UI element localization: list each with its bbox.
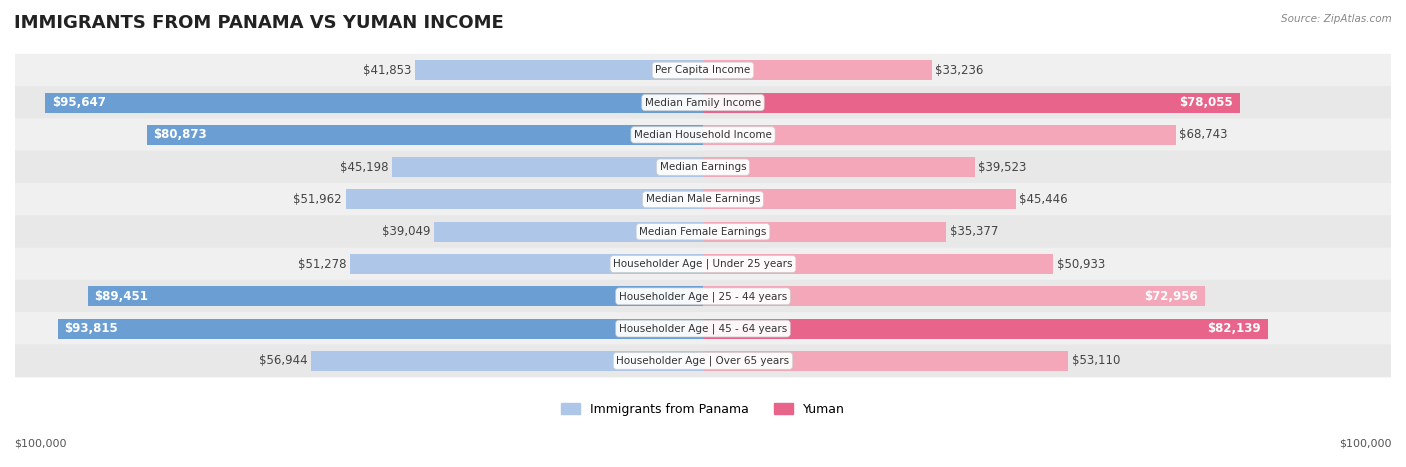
Text: $39,049: $39,049 [382, 225, 430, 238]
Text: Source: ZipAtlas.com: Source: ZipAtlas.com [1281, 14, 1392, 24]
FancyBboxPatch shape [15, 86, 1391, 119]
Text: $56,944: $56,944 [259, 354, 308, 368]
Bar [703, 318, 1268, 339]
Bar [415, 60, 703, 80]
Bar [703, 125, 1175, 145]
Bar [703, 286, 1205, 306]
Bar [434, 222, 703, 242]
Legend: Immigrants from Panama, Yuman: Immigrants from Panama, Yuman [557, 398, 849, 421]
FancyBboxPatch shape [15, 183, 1391, 216]
Text: Householder Age | Under 25 years: Householder Age | Under 25 years [613, 259, 793, 269]
Text: $33,236: $33,236 [935, 64, 983, 77]
Text: $72,956: $72,956 [1144, 290, 1198, 303]
Text: $68,743: $68,743 [1180, 128, 1227, 142]
Text: $39,523: $39,523 [979, 161, 1026, 174]
Bar [146, 125, 703, 145]
Bar [346, 190, 703, 210]
Bar [703, 222, 946, 242]
Text: $35,377: $35,377 [950, 225, 998, 238]
Text: $89,451: $89,451 [94, 290, 148, 303]
FancyBboxPatch shape [15, 215, 1391, 248]
Text: $51,962: $51,962 [294, 193, 342, 206]
Text: Householder Age | 45 - 64 years: Householder Age | 45 - 64 years [619, 323, 787, 334]
Text: Per Capita Income: Per Capita Income [655, 65, 751, 75]
FancyBboxPatch shape [15, 312, 1391, 345]
Text: Median Household Income: Median Household Income [634, 130, 772, 140]
Text: $82,139: $82,139 [1208, 322, 1261, 335]
Bar [703, 92, 1240, 113]
Text: $100,000: $100,000 [1340, 439, 1392, 448]
Text: $80,873: $80,873 [153, 128, 207, 142]
Text: $53,110: $53,110 [1071, 354, 1121, 368]
Text: Median Earnings: Median Earnings [659, 162, 747, 172]
Text: Median Female Earnings: Median Female Earnings [640, 227, 766, 237]
Bar [703, 351, 1069, 371]
Text: Median Family Income: Median Family Income [645, 98, 761, 107]
Text: $50,933: $50,933 [1057, 257, 1105, 270]
FancyBboxPatch shape [15, 54, 1391, 87]
Bar [703, 60, 932, 80]
Bar [45, 92, 703, 113]
Text: Householder Age | Over 65 years: Householder Age | Over 65 years [616, 356, 790, 366]
FancyBboxPatch shape [15, 280, 1391, 313]
Text: IMMIGRANTS FROM PANAMA VS YUMAN INCOME: IMMIGRANTS FROM PANAMA VS YUMAN INCOME [14, 14, 503, 32]
FancyBboxPatch shape [15, 345, 1391, 377]
FancyBboxPatch shape [15, 119, 1391, 151]
Bar [87, 286, 703, 306]
Bar [58, 318, 703, 339]
Text: $100,000: $100,000 [14, 439, 66, 448]
Text: $51,278: $51,278 [298, 257, 347, 270]
Text: $41,853: $41,853 [363, 64, 412, 77]
Text: $93,815: $93,815 [65, 322, 118, 335]
Bar [392, 157, 703, 177]
FancyBboxPatch shape [15, 248, 1391, 281]
Bar [703, 254, 1053, 274]
Bar [703, 190, 1015, 210]
Text: Median Male Earnings: Median Male Earnings [645, 194, 761, 205]
Text: $45,198: $45,198 [340, 161, 388, 174]
Text: $95,647: $95,647 [52, 96, 105, 109]
Text: Householder Age | 25 - 44 years: Householder Age | 25 - 44 years [619, 291, 787, 302]
FancyBboxPatch shape [15, 151, 1391, 184]
Bar [350, 254, 703, 274]
Text: $45,446: $45,446 [1019, 193, 1067, 206]
Bar [703, 157, 974, 177]
Text: $78,055: $78,055 [1180, 96, 1233, 109]
Bar [311, 351, 703, 371]
